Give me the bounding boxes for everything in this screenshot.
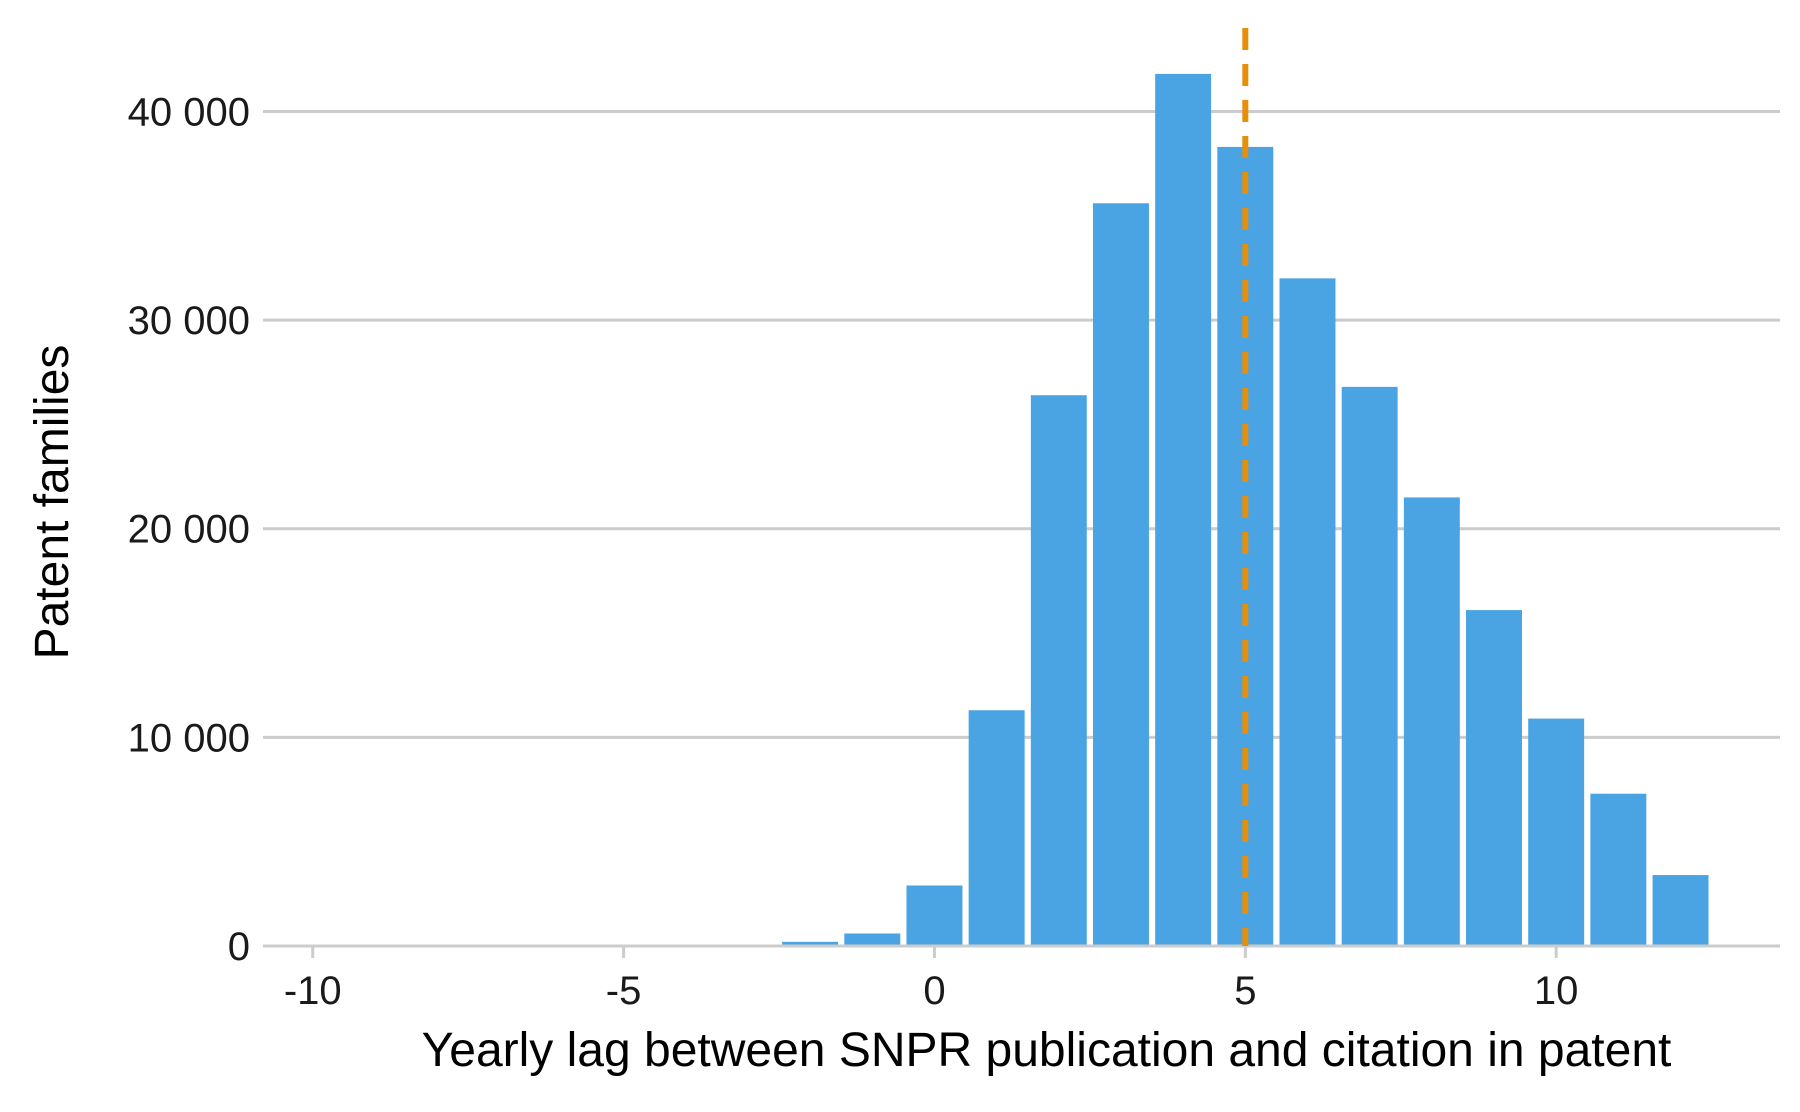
bar bbox=[844, 933, 900, 946]
gridlines bbox=[263, 111, 1780, 737]
y-axis-tick-labels: 0 10 000 20 000 30 000 40 000 bbox=[128, 90, 250, 969]
bar bbox=[1342, 387, 1398, 946]
bar bbox=[1466, 610, 1522, 946]
x-tick-label: -10 bbox=[284, 969, 342, 1013]
y-tick-label: 0 bbox=[228, 925, 250, 969]
y-axis-title: Patent families bbox=[26, 345, 79, 660]
y-tick-label: 30 000 bbox=[128, 299, 250, 343]
bar bbox=[1404, 497, 1460, 946]
bar bbox=[969, 710, 1025, 946]
bar bbox=[1590, 794, 1646, 946]
y-tick-label: 40 000 bbox=[128, 90, 250, 134]
bar bbox=[1155, 74, 1211, 946]
bar bbox=[1280, 278, 1336, 946]
x-tick-label: 10 bbox=[1534, 969, 1579, 1013]
x-axis-title: Yearly lag between SNPR publication and … bbox=[422, 1024, 1672, 1077]
x-tick-label: 5 bbox=[1234, 969, 1256, 1013]
bar bbox=[1653, 875, 1709, 946]
x-tick-label: 0 bbox=[923, 969, 945, 1013]
bar bbox=[1528, 719, 1584, 946]
bar bbox=[906, 885, 962, 946]
y-tick-label: 20 000 bbox=[128, 508, 250, 552]
x-tick-label: -5 bbox=[606, 969, 642, 1013]
bars bbox=[720, 74, 1709, 946]
bar bbox=[1093, 203, 1149, 946]
x-axis-ticks: -10 -5 0 5 10 bbox=[284, 946, 1579, 1013]
bar bbox=[1031, 395, 1087, 946]
y-tick-label: 10 000 bbox=[128, 716, 250, 760]
